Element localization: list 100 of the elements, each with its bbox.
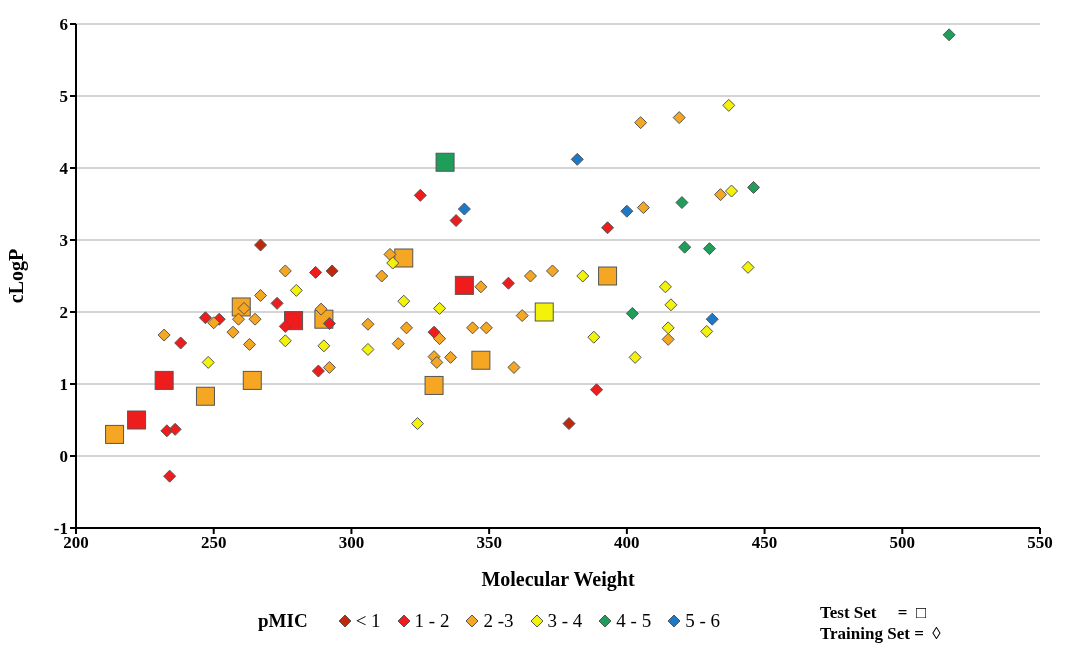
point	[664, 298, 678, 312]
point	[154, 370, 174, 390]
point	[383, 247, 397, 261]
point	[457, 202, 471, 216]
point	[254, 288, 268, 302]
point	[413, 188, 427, 202]
legend-title: pMIC	[258, 610, 308, 632]
y-tick-label: 6	[59, 15, 68, 35]
text: Test Set = □	[820, 602, 928, 623]
y-tick-label: 0	[59, 447, 68, 467]
x-tick-label: 450	[751, 533, 778, 553]
point	[474, 280, 488, 294]
point	[168, 422, 182, 436]
point	[207, 316, 221, 330]
point	[198, 311, 212, 325]
point	[661, 332, 675, 346]
point	[309, 265, 323, 279]
point	[515, 309, 529, 323]
point	[576, 269, 590, 283]
point	[430, 355, 444, 369]
point	[705, 312, 719, 326]
x-tick-label: 500	[889, 533, 916, 553]
point	[479, 321, 493, 335]
point	[105, 424, 125, 444]
point	[163, 469, 177, 483]
point	[658, 280, 672, 294]
point	[325, 264, 339, 278]
point	[570, 152, 584, 166]
legend-label: 5 - 6	[685, 610, 720, 632]
point	[501, 276, 515, 290]
x-axis-title: Molecular Weight	[481, 568, 635, 591]
point	[942, 28, 956, 42]
point	[397, 294, 411, 308]
point	[661, 321, 675, 335]
point	[545, 264, 559, 278]
y-axis-title: cLogP	[5, 248, 29, 304]
point	[628, 350, 642, 364]
point	[375, 269, 389, 283]
point	[278, 319, 292, 333]
point	[127, 410, 147, 430]
point	[314, 302, 328, 316]
point	[466, 321, 480, 335]
point	[157, 328, 171, 342]
point	[311, 364, 325, 378]
x-tick-label: 550	[1027, 533, 1053, 553]
point	[454, 275, 474, 295]
point	[254, 238, 268, 252]
point	[625, 306, 639, 320]
legend-label: 4 - 5	[616, 610, 652, 632]
point	[322, 360, 336, 374]
point	[741, 260, 755, 274]
point	[317, 339, 331, 353]
point	[242, 370, 262, 390]
legend-label: < 1	[355, 610, 381, 632]
point	[620, 204, 634, 218]
legend-label: 2 -3	[483, 610, 514, 632]
point	[598, 266, 618, 286]
point	[601, 221, 615, 235]
point	[678, 240, 692, 254]
point	[672, 111, 686, 125]
point	[675, 196, 689, 210]
point	[702, 242, 716, 256]
point	[411, 417, 425, 431]
y-tick-label: 4	[59, 159, 69, 179]
point	[714, 188, 727, 202]
point	[232, 312, 245, 326]
point	[289, 283, 303, 297]
point	[278, 334, 292, 348]
point	[391, 337, 405, 351]
point	[700, 324, 714, 338]
point	[226, 325, 240, 339]
y-tick-label: 5	[59, 87, 68, 107]
x-tick-label: 200	[63, 533, 89, 553]
point	[361, 317, 375, 331]
point	[433, 301, 447, 315]
point	[747, 180, 761, 194]
point	[195, 386, 215, 406]
point	[435, 152, 455, 172]
point	[449, 214, 463, 228]
point	[562, 417, 576, 431]
point	[243, 337, 257, 351]
point	[523, 269, 537, 283]
point	[174, 336, 188, 350]
y-tick-label: 2	[59, 303, 68, 323]
point	[725, 184, 739, 198]
point	[534, 302, 554, 322]
point	[361, 342, 375, 356]
x-tick-label: 400	[614, 533, 640, 553]
point	[471, 350, 491, 370]
point	[444, 350, 458, 364]
y-tick-label: 3	[59, 231, 68, 251]
point	[278, 264, 292, 278]
point	[201, 355, 215, 369]
point	[386, 256, 400, 270]
point	[590, 383, 604, 397]
point	[722, 98, 736, 112]
text: Training Set = ◊	[820, 623, 941, 644]
point	[270, 296, 284, 310]
point	[507, 360, 521, 374]
point	[394, 248, 414, 268]
